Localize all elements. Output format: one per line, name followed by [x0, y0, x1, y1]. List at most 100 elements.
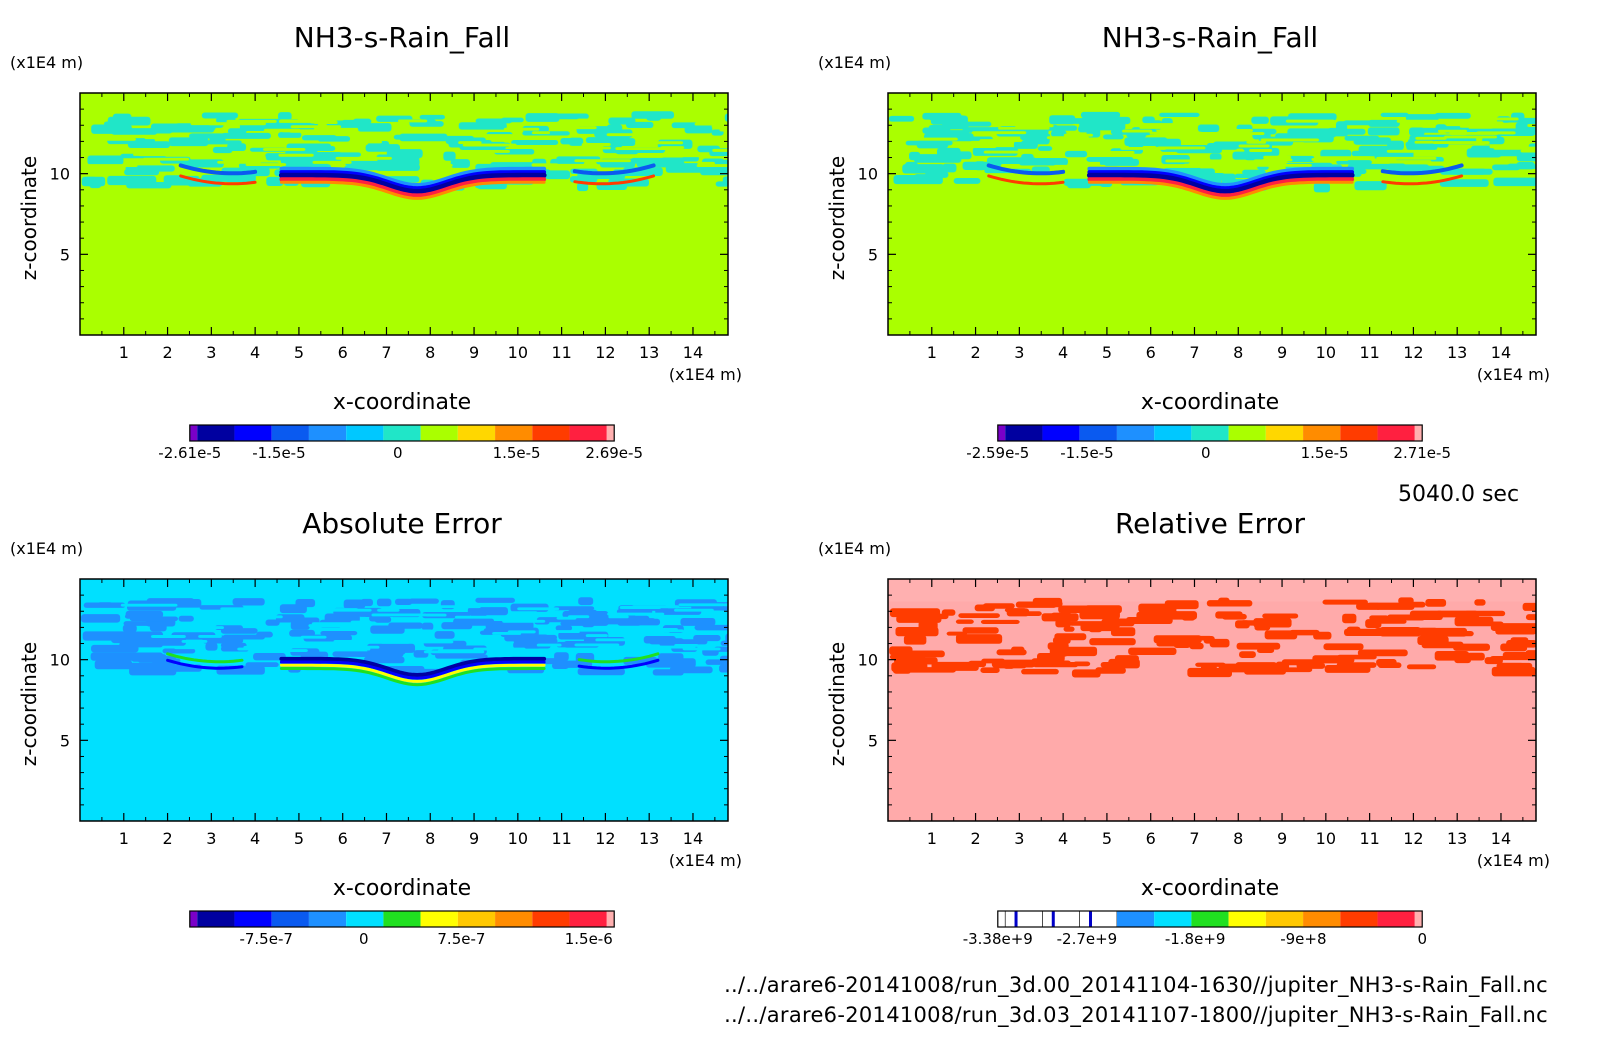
texture-patch [608, 615, 629, 619]
texture-patch [1465, 121, 1504, 125]
colorbar-swatch [997, 910, 1006, 928]
colorbar-swatch [1042, 425, 1080, 441]
texture-patch [1521, 121, 1536, 128]
texture-patch [1032, 661, 1079, 668]
texture-patch [279, 604, 307, 614]
texture-patch [968, 117, 998, 121]
colorbar-swatch [1079, 425, 1117, 441]
panel-3: Absolute Error(x1E4 m)1 2 3 4 5 6 7 8 9 10 11 12 13 1… [10, 507, 742, 948]
texture-patch [1442, 631, 1474, 637]
texture-patch [308, 624, 343, 628]
texture-patch [1235, 662, 1278, 672]
texture-patch [138, 153, 196, 157]
texture-patch [531, 131, 550, 135]
texture-patch [381, 640, 410, 644]
texture-patch [173, 646, 201, 650]
texture-patch [1495, 148, 1529, 157]
plot-frame [79, 92, 729, 336]
texture-patch [1466, 148, 1502, 158]
y-tick-label: 5 [868, 731, 878, 750]
texture-patch [485, 620, 534, 630]
texture-patch [604, 138, 636, 146]
texture-patch [958, 613, 1000, 619]
texture-patch [1464, 610, 1506, 617]
x-tick-label: 13 [1447, 343, 1467, 362]
colorbar-swatch [1303, 911, 1341, 927]
colorbar-swatch [495, 425, 533, 441]
colorbar-label: -9e+8 [1280, 930, 1326, 948]
colorbar-swatch [532, 911, 570, 927]
plot-frame [79, 578, 729, 822]
texture-patch [474, 149, 511, 153]
texture-patch [632, 605, 680, 609]
texture-patch [462, 143, 517, 147]
texture-patch [124, 169, 160, 176]
texture-patch [718, 618, 728, 622]
texture-patch [1128, 647, 1177, 656]
texture-patch [1013, 141, 1038, 149]
feature-curve [279, 667, 546, 687]
texture-patch [1157, 146, 1206, 150]
x-tick-label: 5 [294, 343, 304, 362]
feature-curve [1087, 180, 1354, 200]
texture-patch [1052, 637, 1071, 644]
colorbar-swatch [1004, 910, 1043, 928]
texture-patch [129, 662, 164, 669]
texture-patch [724, 113, 728, 122]
texture-patch [1086, 156, 1134, 162]
texture-patch [1531, 181, 1536, 186]
texture-patch [545, 170, 571, 180]
texture-patch [142, 157, 190, 161]
texture-patch [221, 132, 271, 139]
colorbar-swatch [1414, 425, 1423, 441]
colorbar-swatch [1377, 425, 1415, 441]
texture-patch [922, 127, 951, 134]
texture-patch [125, 610, 164, 618]
texture-patch [197, 626, 224, 630]
colorbar-label: 0 [1417, 930, 1427, 948]
x-tick-label: 7 [1189, 343, 1199, 362]
x-tick-label: 3 [1014, 343, 1024, 362]
texture-patch [1510, 637, 1529, 644]
texture-patch [1490, 655, 1531, 661]
colorbar: -3.38e+9 -2.7e+9 -1.8e+9 -9e+8 0 [963, 910, 1427, 948]
texture-patch [1443, 135, 1498, 139]
texture-patch [1260, 138, 1320, 142]
texture-patch [104, 121, 128, 127]
texture-patch [980, 619, 1020, 624]
texture-patch [262, 147, 306, 151]
texture-patch [581, 143, 611, 146]
texture-patch [979, 139, 1023, 143]
texture-patch [423, 650, 485, 654]
chart-title: Absolute Error [302, 507, 502, 540]
colorbar-swatch [420, 911, 458, 927]
texture-patch [1500, 643, 1528, 652]
texture-patch [955, 619, 974, 624]
texture-patch [237, 647, 272, 651]
texture-patch [675, 154, 708, 158]
chart-title: NH3-s-Rain_Fall [1102, 21, 1318, 54]
feature-curve [1087, 177, 1355, 198]
texture-patch [970, 145, 997, 149]
texture-patch [441, 622, 473, 630]
feature-curve [1086, 172, 1355, 194]
texture-patch [220, 642, 247, 648]
texture-patch [930, 115, 968, 125]
texture-patch [723, 603, 728, 607]
y-axis-label: z-coordinate [17, 642, 41, 766]
texture-patch [473, 647, 526, 651]
feature-curve [278, 172, 547, 194]
feature-curve [577, 658, 660, 670]
x-tick-label: 3 [206, 829, 216, 848]
colorbar-marker [1089, 911, 1092, 927]
texture-patch [503, 127, 540, 131]
texture-patch [278, 112, 292, 121]
texture-patch [1311, 158, 1349, 161]
colorbar-swatch [271, 425, 309, 441]
x-axis-label: x-coordinate [1141, 876, 1279, 901]
texture-patch [1365, 619, 1382, 629]
texture-patch [377, 608, 400, 612]
colorbar-swatch [1265, 911, 1304, 927]
x-tick-label: 8 [425, 343, 435, 362]
